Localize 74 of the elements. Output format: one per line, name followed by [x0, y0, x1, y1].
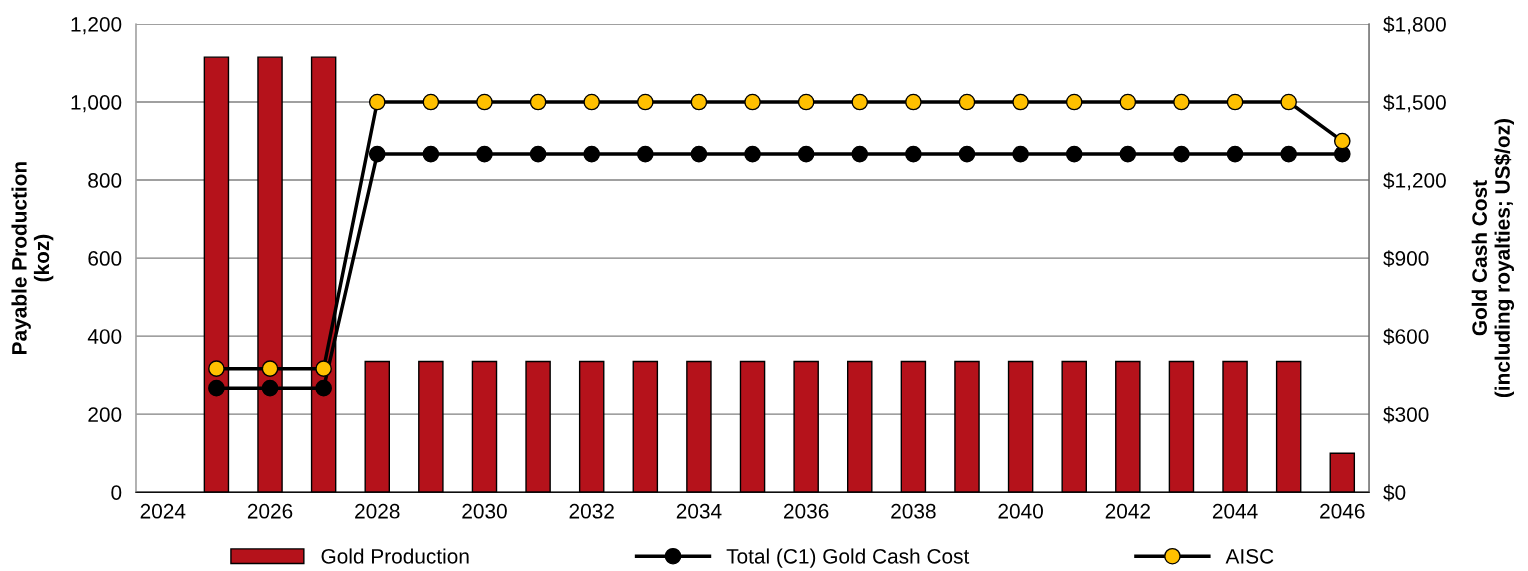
point — [208, 360, 225, 377]
point — [1119, 145, 1137, 163]
point — [529, 93, 547, 111]
x-tick-label: 2036 — [784, 503, 829, 519]
legend-label: AISC — [1225, 548, 1274, 564]
y-tick-label: 0 — [111, 485, 122, 500]
point — [851, 93, 869, 111]
point — [422, 93, 440, 111]
point — [261, 360, 279, 377]
y2-tick-label: $600 — [1383, 328, 1429, 346]
y-tick-label: 600 — [88, 251, 122, 266]
point — [690, 145, 708, 163]
point — [905, 145, 922, 163]
point — [315, 379, 332, 397]
point — [1173, 145, 1190, 163]
point — [744, 145, 761, 163]
y2-tick-label: $300 — [1383, 406, 1429, 424]
legend-label: Total (C1) Gold Cash Cost — [726, 548, 970, 568]
point — [208, 379, 225, 397]
point — [368, 145, 386, 163]
x-tick-label: 2046 — [1320, 503, 1365, 519]
point — [1226, 145, 1244, 163]
point — [797, 93, 815, 111]
point — [744, 93, 761, 111]
x-tick-label: 2040 — [998, 503, 1043, 519]
y-axis-title: Payable Production (koz) — [11, 162, 54, 354]
x-tick-label: 2042 — [1105, 503, 1150, 519]
point — [476, 145, 493, 163]
x-tick-label: 2030 — [462, 503, 507, 519]
y2-tick-label: $1,800 — [1383, 16, 1446, 35]
point — [315, 360, 332, 377]
point — [636, 145, 654, 163]
point — [1065, 145, 1083, 163]
y-tick-label: 200 — [88, 407, 122, 422]
x-tick-label: 2026 — [247, 503, 293, 519]
point — [1119, 93, 1137, 111]
y2-tick-label: $1,200 — [1383, 172, 1446, 191]
point — [1012, 93, 1029, 111]
point — [1280, 93, 1298, 111]
y-tick-label: 1,000 — [71, 95, 122, 113]
point — [797, 145, 815, 163]
point — [583, 93, 601, 111]
point — [958, 145, 976, 163]
y2-tick-label: $900 — [1383, 250, 1429, 268]
point — [1226, 93, 1244, 111]
x-tick-label: 2024 — [140, 503, 186, 519]
y-tick-label: 400 — [87, 329, 122, 344]
point — [905, 93, 922, 111]
y-tick-label: 800 — [88, 173, 122, 188]
point — [261, 379, 279, 397]
point — [958, 93, 976, 111]
point — [1065, 93, 1083, 111]
point — [476, 93, 493, 111]
x-tick-label: 2038 — [891, 503, 936, 519]
point — [1173, 93, 1190, 111]
point — [583, 145, 601, 163]
point — [851, 145, 869, 163]
x-tick-label: 2032 — [569, 503, 614, 519]
point — [1012, 145, 1029, 163]
point — [529, 145, 547, 163]
point — [636, 93, 654, 111]
y2-tick-label: $0 — [1383, 484, 1406, 502]
point — [690, 93, 708, 111]
y-tick-label: 1,200 — [71, 16, 122, 35]
x-tick-label: 2044 — [1212, 503, 1258, 519]
point — [1280, 145, 1298, 163]
x-tick-label: 2028 — [355, 503, 400, 519]
point — [1333, 132, 1351, 150]
y2-axis-title: Gold Cash Cost (including royalties; US$/oz) — [1471, 119, 1515, 398]
point — [368, 93, 386, 111]
point — [422, 145, 440, 163]
x-tick-label: 2034 — [676, 503, 722, 519]
legend-label: Gold Production — [321, 548, 469, 564]
y2-tick-label: $1,500 — [1383, 94, 1446, 113]
